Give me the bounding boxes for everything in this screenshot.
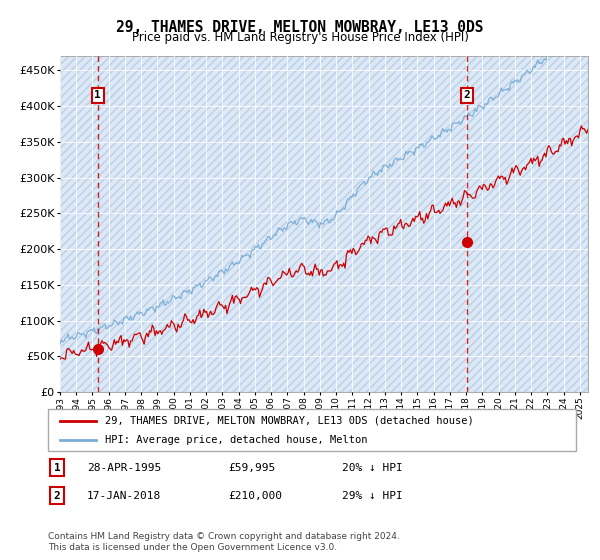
Text: Price paid vs. HM Land Registry's House Price Index (HPI): Price paid vs. HM Land Registry's House …	[131, 31, 469, 44]
Text: 20% ↓ HPI: 20% ↓ HPI	[342, 463, 403, 473]
Text: 28-APR-1995: 28-APR-1995	[87, 463, 161, 473]
Text: 2: 2	[464, 90, 470, 100]
Text: 29, THAMES DRIVE, MELTON MOWBRAY, LE13 0DS: 29, THAMES DRIVE, MELTON MOWBRAY, LE13 0…	[116, 20, 484, 35]
Text: 2: 2	[53, 491, 61, 501]
Text: 1: 1	[53, 463, 61, 473]
Text: 1: 1	[94, 90, 101, 100]
Text: HPI: Average price, detached house, Melton: HPI: Average price, detached house, Melt…	[105, 435, 367, 445]
Bar	[60, 56, 588, 392]
Text: Contains HM Land Registry data © Crown copyright and database right 2024.
This d: Contains HM Land Registry data © Crown c…	[48, 532, 400, 552]
Text: £210,000: £210,000	[228, 491, 282, 501]
Text: £59,995: £59,995	[228, 463, 275, 473]
Text: 17-JAN-2018: 17-JAN-2018	[87, 491, 161, 501]
Text: 29% ↓ HPI: 29% ↓ HPI	[342, 491, 403, 501]
Text: 29, THAMES DRIVE, MELTON MOWBRAY, LE13 0DS (detached house): 29, THAMES DRIVE, MELTON MOWBRAY, LE13 0…	[105, 416, 474, 426]
